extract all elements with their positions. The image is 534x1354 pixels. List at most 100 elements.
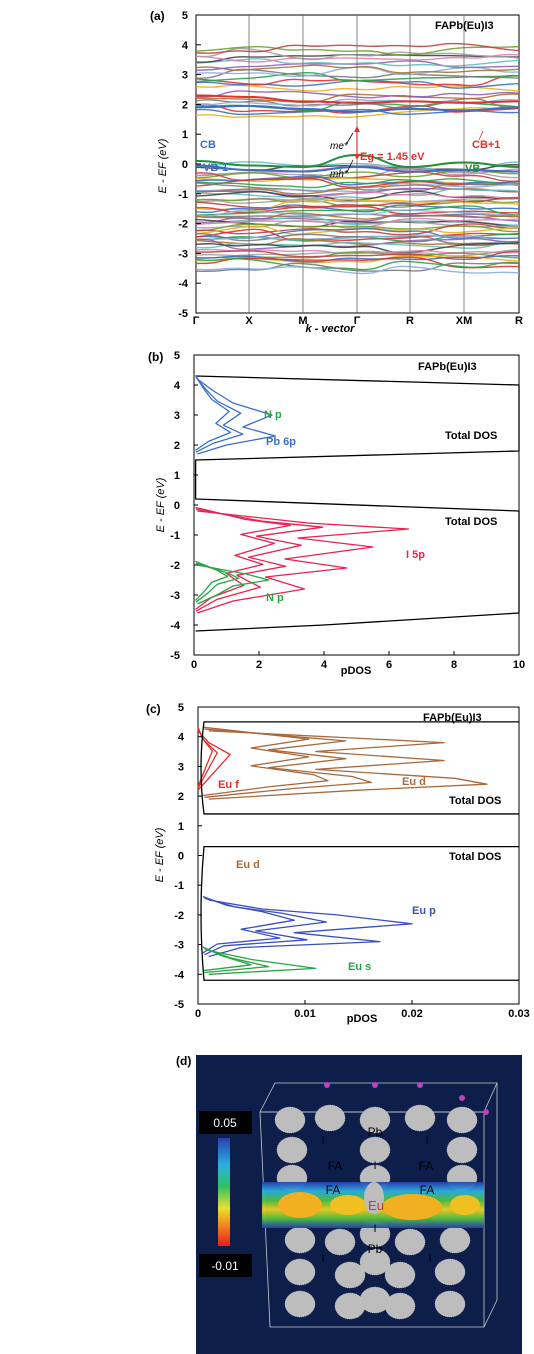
panel-a-y-ticks: 5 4 3 2 1 0 -1 -2 -3 -4 -5 [178,10,201,320]
panel-c-eus: Eu s [348,961,371,973]
panel-c-xlabel: pDOS [347,1013,378,1025]
a-ytick-label-2: 3 [182,70,188,82]
b-ytick-label-10: -5 [170,650,180,662]
panel-a-gap-arrowhead-up [354,126,360,132]
c-ytick-label-7: -2 [174,910,184,922]
isosurface-blob-15 [434,1258,466,1286]
panel-c-total-top: Total DOS [449,795,501,807]
b-xtick-label-5: 10 [513,659,525,671]
atom-i-3: I [373,1160,376,1172]
scale-min: -0.01 [211,1259,239,1273]
panel-b-title: FAPb(Eu)I3 [418,361,477,373]
b-ytick-label-1: 4 [174,380,181,392]
a-ytick-label-8: -3 [178,248,188,260]
b-ytick-label-3: 2 [174,440,180,452]
pb-atom-dot-0 [324,1082,330,1088]
a-xtick-label-6: R [515,315,523,327]
panel-a-me-pointer [346,132,354,144]
c-ytick-label-8: -3 [174,940,184,952]
c-xtick-label-1: 0.01 [294,1008,315,1020]
b-curve-np-0 [197,564,270,605]
panel-a-gap-label: Eg = 1.45 eV [360,151,425,163]
b-ytick-label-6: -1 [170,530,180,542]
isosurface-blob-16 [284,1290,316,1318]
pb-atom-dot-2 [417,1082,423,1088]
b-xtick-label-1: 2 [256,659,262,671]
isosurface-blob-20 [359,1106,391,1134]
b-curve-np-2 [195,560,229,601]
b-ytick-label-8: -3 [170,590,180,602]
panel-b-total-bottom: Total DOS [445,516,497,528]
panel-a-mh-pointer [346,159,354,173]
a-xtick-label-1: X [245,315,253,327]
panel-c-y-ticks: 5 4 3 2 1 0 -1 -2 -3 -4 -5 [174,702,202,1011]
b-curve-i5p-1 [195,508,324,612]
b-xtick-label-4: 8 [451,659,457,671]
isosurface-blob-19 [434,1290,466,1318]
isosurface-blob-13 [334,1261,366,1289]
a-ytick-label-9: -4 [178,278,189,290]
atom-i-2: I [425,1135,428,1147]
c-curve-eus-2 [202,946,252,972]
b-ytick-label-9: -4 [170,620,181,632]
c-curve-euf-0 [197,730,231,791]
atom-pb-top: Pb [368,1125,383,1139]
a-xtick-label-2: M [298,315,307,327]
b-curve-pb6p-2 [194,375,232,451]
cell-edge-2 [483,1299,498,1328]
b-curve-i5p-0 [197,510,410,614]
atom-pb-bottom: Pb [368,1242,383,1256]
scale-max-box [199,1111,252,1134]
panel-c-eud-bottom: Eu d [236,859,260,871]
isosurface-blob-8 [284,1226,316,1254]
panel-a-cb-label: CB [200,139,216,151]
c-curve-eud-2 [202,726,329,797]
c-curve-eup-2 [202,895,295,954]
c-ytick-label-1: 4 [178,732,185,744]
c-ytick-label-2: 3 [178,761,184,773]
slab-center-atom [364,1182,384,1214]
atom-fa-2: FA [419,1159,434,1173]
c-ytick-label-5: 0 [178,851,184,863]
c-curve-eud-1 [204,728,372,798]
c-curve-euf-2 [197,726,214,787]
isosurface-blob-24 [359,1248,391,1276]
isosurface-blob-5 [446,1136,478,1164]
b-ytick-label-7: -2 [170,560,180,572]
scale-max: 0.05 [213,1116,237,1130]
a-ytick-label-6: -1 [178,189,188,201]
b-xtick-label-0: 0 [191,659,197,671]
panel-c-euf: Eu f [218,779,239,791]
atom-fa-4: FA [420,1183,435,1197]
a-ytick-label-7: -2 [178,219,188,231]
c-ytick-label-3: 2 [178,791,184,803]
c-curve-total-0 [200,721,519,815]
panel-a-k-lines [248,15,465,313]
scale-min-box [199,1254,252,1277]
panel-a-vb1-label: VB-1 [203,162,228,174]
panel-d-charge-density: (d) 0.05 -0.01 [176,1054,522,1354]
atom-fa-3: FA [326,1183,341,1197]
isosurface-blob-3 [446,1106,478,1134]
isosurface-blob-10 [394,1228,426,1256]
a-xtick-label-5: XM [456,315,473,327]
slab-hotspot-1 [278,1192,322,1218]
panel-c-title: FAPb(Eu)I3 [423,712,482,724]
isosurface-blob-4 [276,1136,308,1164]
panel-a-xlabel: k - vector [306,323,356,335]
panel-d-label: (d) [176,1054,191,1068]
panel-c-eud-top: Eu d [402,776,426,788]
c-ytick-label-4: 1 [178,821,184,833]
c-ytick-label-9: -4 [174,969,185,981]
c-ytick-label-6: -1 [174,880,184,892]
isosurface-blob-0 [274,1106,306,1134]
panel-b-pb6p: Pb 6p [266,436,296,448]
b-curve-pb6p-0 [196,378,276,455]
isosurface-blob-9 [324,1228,356,1256]
panel-b-y-ticks: 5 4 3 2 1 0 -1 -2 -3 -4 -5 [170,350,198,662]
panel-c-ylabel: E - EF (eV) [154,827,166,882]
panel-a-ylabel: E - EF (eV) [157,138,169,193]
